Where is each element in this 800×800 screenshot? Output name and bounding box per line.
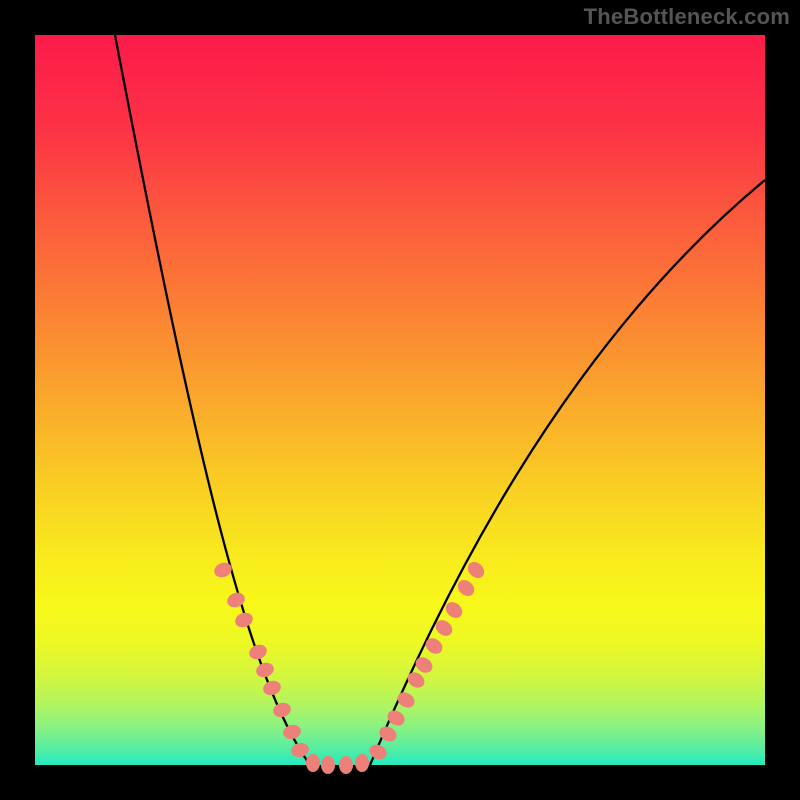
watermark-text: TheBottleneck.com bbox=[584, 4, 790, 30]
marker-basin-0 bbox=[306, 754, 320, 772]
marker-basin-3 bbox=[355, 754, 369, 772]
marker-basin-2 bbox=[339, 756, 353, 774]
marker-basin-1 bbox=[321, 756, 335, 774]
plot-area bbox=[35, 35, 765, 765]
chart-container: TheBottleneck.com bbox=[0, 0, 800, 800]
bottleneck-chart bbox=[0, 0, 800, 800]
